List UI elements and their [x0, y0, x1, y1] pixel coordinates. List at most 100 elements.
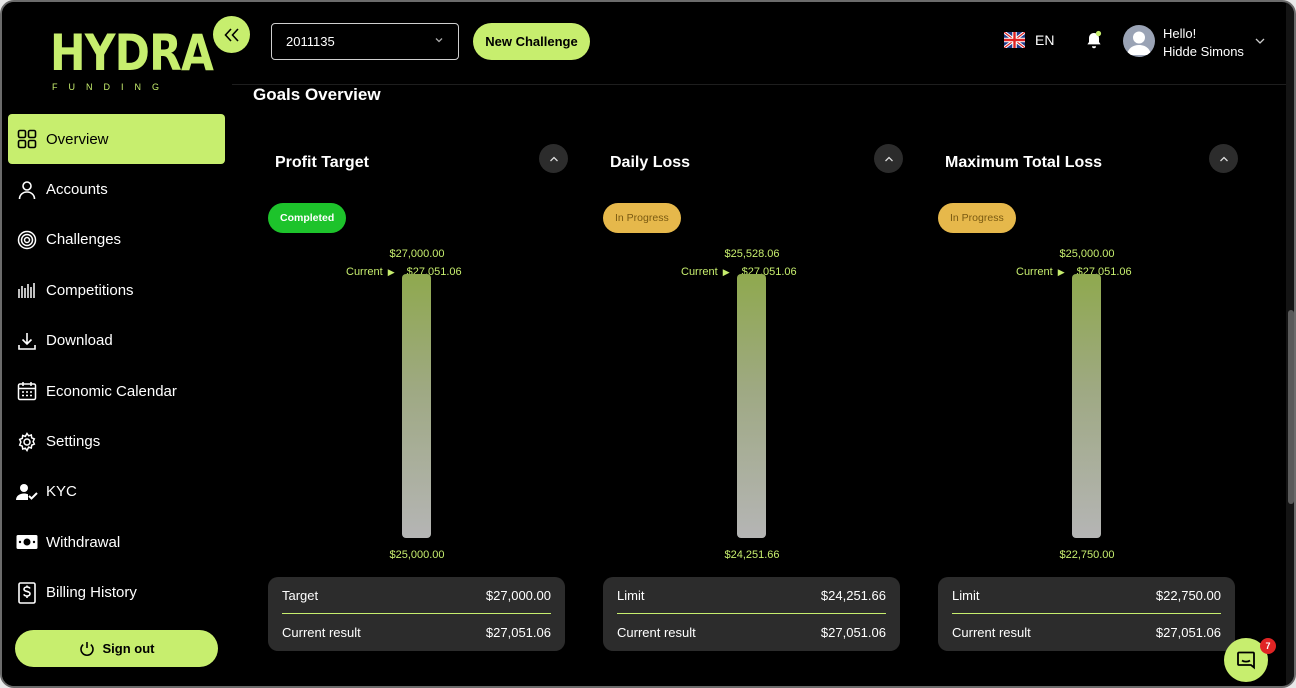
scrollbar[interactable]	[1286, 2, 1294, 686]
chevron-up-icon	[884, 156, 893, 161]
language-code: EN	[1035, 32, 1055, 48]
chevron-up-icon	[1219, 156, 1228, 161]
bell-icon	[1087, 30, 1102, 49]
summary-row: Current result $27,051.06	[282, 625, 551, 643]
grid-icon	[16, 128, 38, 150]
account-select[interactable]: 2011135	[271, 23, 459, 60]
avatar[interactable]	[1123, 25, 1155, 57]
cash-icon	[16, 531, 38, 553]
bar-top-value: $25,528.06	[724, 248, 780, 260]
sidebar-item-label: Overview	[46, 130, 109, 148]
sidebar-item-billing-history[interactable]: Billing History	[8, 568, 225, 618]
sidebar-item-challenges[interactable]: Challenges	[8, 215, 225, 265]
sidebar-item-download[interactable]: Download	[8, 316, 225, 366]
chat-icon	[1237, 651, 1255, 670]
target-icon	[16, 229, 38, 251]
collapse-goal-button[interactable]	[874, 144, 903, 173]
collapse-sidebar-button[interactable]	[213, 16, 250, 53]
scrollbar-thumb[interactable]	[1288, 310, 1294, 504]
goal-title: Daily Loss	[610, 154, 691, 171]
summary-row: Current result $27,051.06	[617, 625, 886, 643]
download-icon	[16, 330, 38, 352]
goal-title: Maximum Total Loss	[945, 154, 1103, 171]
summary-divider	[282, 613, 551, 614]
summary-row: Current result $27,051.06	[952, 625, 1221, 643]
sidebar-item-competitions[interactable]: Competitions	[8, 265, 225, 315]
current-label: Current	[346, 266, 383, 278]
goal-title: Profit Target	[275, 154, 369, 171]
power-icon	[79, 641, 94, 656]
language-selector[interactable]: EN	[1004, 32, 1054, 48]
brand-sub: FUNDING	[52, 82, 170, 92]
bar-top-value: $25,000.00	[1059, 248, 1115, 260]
sidebar-nav: Overview Accounts Challenges Competition…	[8, 114, 225, 618]
notifications-button[interactable]	[1084, 30, 1104, 55]
summary-row: Limit $24,251.66	[617, 588, 886, 606]
summary-label: Current result	[282, 625, 361, 640]
sidebar-item-label: Download	[46, 332, 113, 350]
goal-summary: Limit $22,750.00 Current result $27,051.…	[938, 577, 1235, 651]
bars-icon	[16, 279, 38, 301]
user-menu-chevron-down-icon[interactable]	[1254, 36, 1266, 46]
sidebar-item-label: KYC	[46, 483, 77, 501]
status-badge: Completed	[268, 203, 347, 233]
uk-flag-icon	[1004, 32, 1025, 48]
user-avatar-icon	[1127, 31, 1151, 55]
sign-out-button[interactable]: Sign out	[15, 630, 218, 667]
sidebar-item-label: Economic Calendar	[46, 382, 177, 400]
bar-top-value: $27,000.00	[389, 248, 445, 260]
collapse-goal-button[interactable]	[1209, 144, 1238, 173]
sidebar-item-label: Challenges	[46, 231, 122, 249]
sidebar-item-settings[interactable]: Settings	[8, 416, 225, 466]
summary-value: $27,051.06	[820, 625, 886, 640]
page-title: Goals Overview	[253, 85, 381, 104]
progress-bar	[737, 274, 766, 538]
sidebar-item-overview[interactable]: Overview	[8, 114, 225, 165]
bar-bottom-value: $25,000.00	[389, 549, 445, 561]
sidebar: HYDRA FUNDING Overview Accounts Chall	[2, 2, 232, 686]
calendar-icon	[16, 380, 38, 402]
current-label: Current	[1016, 266, 1053, 278]
current-label: Current	[681, 266, 718, 278]
chevron-down-icon	[435, 38, 443, 43]
brand-name: HYDRA	[50, 24, 214, 82]
new-challenge-button[interactable]: New Challenge	[473, 23, 590, 60]
goal-summary: Target $27,000.00 Current result $27,051…	[268, 577, 565, 651]
header-divider	[232, 84, 1286, 85]
sidebar-item-kyc[interactable]: KYC	[8, 467, 225, 517]
summary-divider	[952, 613, 1221, 614]
bar-bottom-value: $24,251.66	[724, 549, 780, 561]
bar-bottom-value: $22,750.00	[1059, 549, 1115, 561]
brand-logo[interactable]: HYDRA FUNDING	[50, 24, 214, 96]
summary-value: $27,051.06	[1155, 625, 1221, 640]
summary-label: Current result	[952, 625, 1031, 640]
user-greeting: Hello!	[1163, 26, 1197, 41]
summary-label: Limit	[952, 588, 980, 603]
progress-bar	[402, 274, 431, 538]
chevron-up-icon	[549, 156, 558, 161]
sidebar-item-accounts[interactable]: Accounts	[8, 164, 225, 214]
gear-icon	[16, 431, 38, 453]
chat-unread-badge: 7	[1260, 638, 1276, 654]
triangle-right-icon: ▶	[387, 266, 395, 277]
collapse-goal-button[interactable]	[539, 144, 568, 173]
goal-card-daily-loss: Daily Loss In Progress $25,528.06 Curren…	[603, 142, 903, 654]
summary-value: $27,000.00	[485, 588, 551, 603]
sidebar-item-withdrawal[interactable]: Withdrawal	[8, 517, 225, 567]
summary-value: $24,251.66	[820, 588, 886, 603]
sidebar-item-label: Accounts	[46, 181, 108, 199]
progress-bar	[1072, 274, 1101, 538]
triangle-right-icon: ▶	[1057, 266, 1065, 277]
summary-row: Target $27,000.00	[282, 588, 551, 606]
sign-out-label: Sign out	[102, 641, 155, 656]
user-check-icon	[16, 481, 38, 503]
summary-label: Current result	[617, 625, 696, 640]
summary-value: $27,051.06	[485, 625, 551, 640]
summary-divider	[617, 613, 886, 614]
goal-card-maximum-total-loss: Maximum Total Loss In Progress $25,000.0…	[938, 142, 1238, 654]
current-marker: Current ▶ $27,051.06	[681, 266, 797, 278]
sidebar-item-economic-calendar[interactable]: Economic Calendar	[8, 366, 225, 416]
dollar-doc-icon	[16, 581, 38, 604]
status-badge: In Progress	[938, 203, 1016, 233]
